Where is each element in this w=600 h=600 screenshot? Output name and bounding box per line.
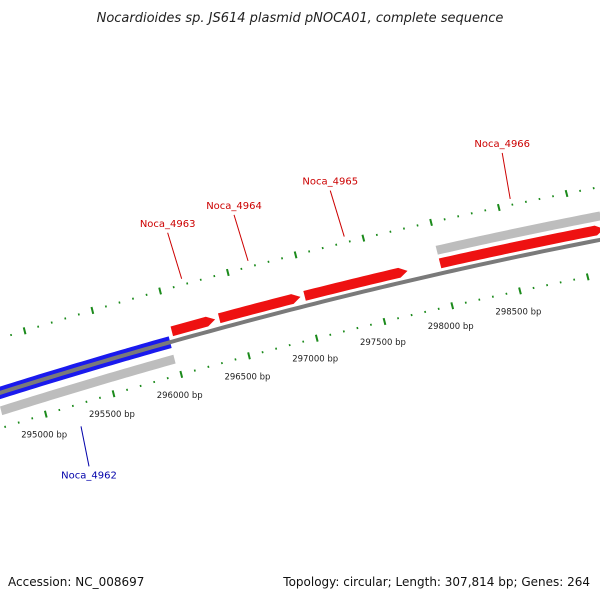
gene-noca-4963[interactable] xyxy=(170,316,216,337)
gene-label[interactable]: Noca_4962 xyxy=(61,470,117,481)
scale-label: 295000 bp xyxy=(21,431,67,441)
label-leader xyxy=(80,426,90,467)
inner-tick xyxy=(450,302,455,310)
inner-tick xyxy=(518,287,522,295)
map-title: Nocardioides sp. JS614 plasmid pNOCA01, … xyxy=(97,11,504,26)
backbone-line xyxy=(0,237,600,395)
inner-tick xyxy=(247,352,251,360)
gene-noca-4966[interactable] xyxy=(438,225,600,269)
gene-noca-4964[interactable] xyxy=(217,294,301,324)
scale-label: 297500 bp xyxy=(360,338,406,348)
scale-label: 298000 bp xyxy=(428,322,474,332)
inner-tick xyxy=(314,334,319,342)
label-leader xyxy=(233,214,249,262)
outer-tick xyxy=(158,287,162,295)
outer-tick xyxy=(429,218,433,226)
gene-label[interactable]: Noca_4966 xyxy=(474,139,530,150)
gene-labels: 295000 bp 295500 bp 296000 bp 296500 bp 2970… xyxy=(21,139,541,481)
outer-tick xyxy=(226,268,230,277)
scale-label: 297000 bp xyxy=(292,355,338,365)
accession-label: Accession: NC_008697 xyxy=(8,575,144,589)
outer-tick xyxy=(90,306,95,315)
outer-tick xyxy=(22,327,27,335)
gene-label[interactable]: Noca_4965 xyxy=(302,177,358,188)
gene-label[interactable]: Noca_4963 xyxy=(140,219,196,230)
outer-tick xyxy=(496,203,501,212)
gray-feature[interactable] xyxy=(0,354,176,416)
gray-feature[interactable] xyxy=(435,211,600,255)
label-leader xyxy=(501,152,511,200)
outer-tick xyxy=(293,251,298,259)
inner-tick xyxy=(179,370,184,378)
outer-tick xyxy=(564,189,569,198)
scale-ticks xyxy=(4,187,595,428)
topology-summary: Topology: circular; Length: 307,814 bp; … xyxy=(282,575,590,589)
scale-label: 296000 bp xyxy=(157,391,203,401)
label-leader xyxy=(329,190,345,237)
gene-label[interactable]: Noca_4964 xyxy=(206,201,262,212)
inner-tick xyxy=(111,390,116,398)
scale-label: 296500 bp xyxy=(224,372,270,382)
inner-tick xyxy=(382,317,387,326)
inner-tick xyxy=(43,410,48,418)
outer-tick xyxy=(361,234,366,242)
label-leader xyxy=(167,232,183,279)
scale-label: 298500 bp xyxy=(495,307,541,317)
sequence-backbone xyxy=(0,237,600,395)
scale-label: 295500 bp xyxy=(89,410,135,420)
gene-noca-4965[interactable] xyxy=(303,267,408,301)
inner-tick xyxy=(585,273,590,281)
